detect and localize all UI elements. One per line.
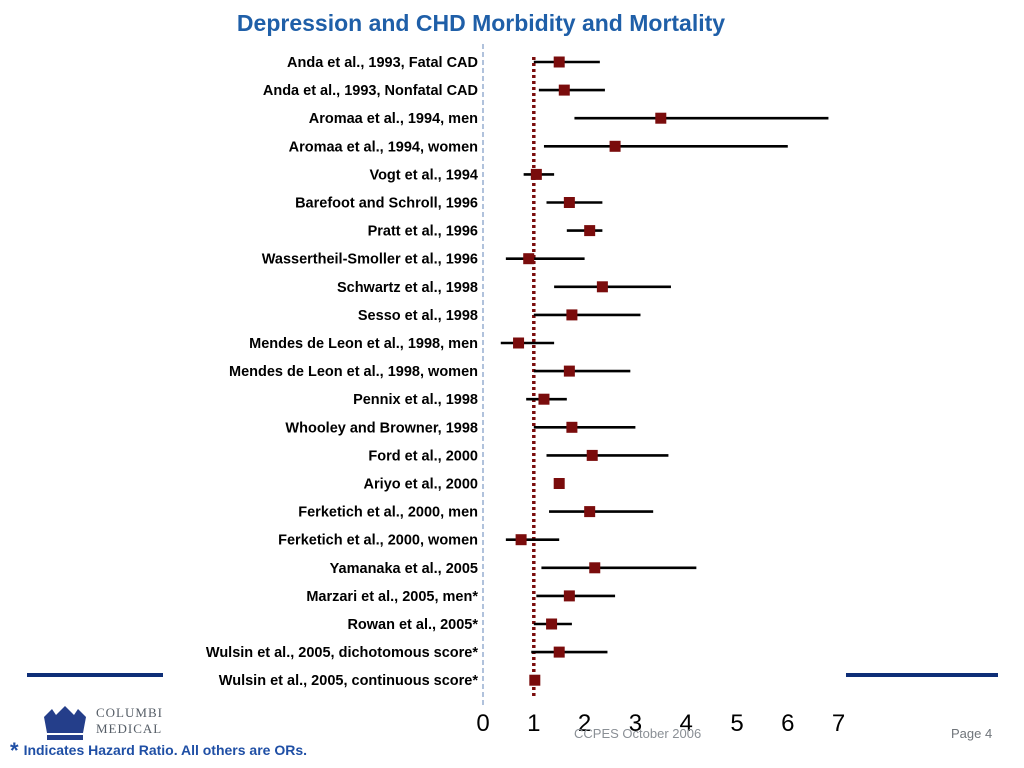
estimate-marker: [530, 168, 542, 180]
study-label: Aromaa et al., 1994, men: [309, 111, 478, 127]
estimate-marker: [563, 197, 575, 208]
estimate-marker: [563, 590, 575, 602]
estimate-marker: [589, 562, 601, 574]
x-tick-label: 1: [527, 710, 540, 737]
footer-band-right: [846, 673, 998, 677]
x-tick-label: 7: [832, 710, 845, 737]
estimate-marker: [553, 646, 565, 658]
footer-band-left: [27, 673, 163, 677]
estimate-marker: [563, 365, 575, 377]
study-label: Mendes de Leon et al., 1998, men: [249, 336, 478, 352]
crown-icon: [44, 706, 86, 740]
x-tick-label: 4: [680, 710, 693, 737]
columbia-logo: COLUMBI MEDICAL: [40, 703, 165, 743]
estimate-marker: [596, 281, 608, 293]
study-label: Anda et al., 1993, Nonfatal CAD: [263, 83, 478, 99]
study-label: Schwartz et al., 1998: [337, 280, 478, 296]
estimate-marker: [584, 506, 596, 518]
x-tick-label: 5: [730, 710, 743, 737]
study-label: Ford et al., 2000: [368, 448, 478, 464]
study-label: Wulsin et al., 2005, continuous score*: [219, 673, 479, 689]
chart-title: Depression and CHD Morbidity and Mortali…: [236, 10, 726, 36]
study-label: Ariyo et al., 2000: [364, 477, 478, 493]
footnote: * Indicates Hazard Ratio. All others are …: [10, 738, 307, 764]
study-label: Mendes de Leon et al., 1998, women: [229, 364, 478, 380]
study-label: Wassertheil-Smoller et al., 1996: [262, 252, 478, 268]
study-label: Anda et al., 1993, Fatal CAD: [287, 55, 478, 71]
estimate-marker: [523, 253, 535, 265]
footnote-text: Indicates Hazard Ratio. All others are O…: [23, 742, 308, 758]
estimate-marker: [566, 309, 578, 321]
estimate-marker: [553, 478, 565, 489]
estimate-marker: [529, 674, 541, 686]
study-label: Ferketich et al., 2000, men: [298, 505, 478, 521]
estimate-marker: [566, 421, 578, 433]
logo-text: COLUMBI MEDICAL: [96, 705, 163, 737]
estimate-marker: [546, 618, 558, 630]
study-label: Marzari et al., 2005, men*: [306, 589, 478, 605]
estimate-marker: [609, 140, 621, 152]
study-label: Ferketich et al., 2000, women: [278, 533, 478, 549]
logo-text-line1: COLUMBI: [96, 705, 163, 720]
study-label: Barefoot and Schroll, 1996: [295, 196, 478, 212]
estimate-marker: [586, 449, 598, 461]
study-label: Sesso et al., 1998: [358, 308, 478, 324]
estimate-marker: [538, 393, 550, 405]
x-tick-label: 3: [629, 710, 642, 737]
study-label: Whooley and Browner, 1998: [285, 420, 478, 436]
page-number: Page 4: [951, 726, 993, 741]
x-tick-label: 6: [781, 710, 794, 737]
study-label: Vogt et al., 1994: [369, 167, 478, 183]
estimate-marker: [655, 112, 667, 124]
x-tick-label: 0: [476, 710, 489, 737]
study-label: Pratt et al., 1996: [368, 224, 478, 240]
estimate-marker: [513, 337, 525, 349]
estimate-marker: [553, 56, 565, 68]
estimate-marker: [584, 225, 596, 237]
study-label: Aromaa et al., 1994, women: [289, 139, 478, 155]
study-label: Yamanaka et al., 2005: [330, 561, 478, 577]
estimate-marker: [515, 534, 527, 546]
logo-text-line2: MEDICAL: [96, 721, 163, 736]
study-label: Pennix et al., 1998: [353, 392, 478, 408]
footnote-star: *: [10, 738, 19, 763]
estimate-marker: [558, 84, 570, 96]
study-label: Wulsin et al., 2005, dichotomous score*: [206, 645, 478, 661]
footer-center-text: CCPES October 2006: [574, 726, 702, 741]
study-label: Rowan et al., 2005*: [347, 617, 478, 633]
x-tick-label: 2: [578, 710, 591, 737]
